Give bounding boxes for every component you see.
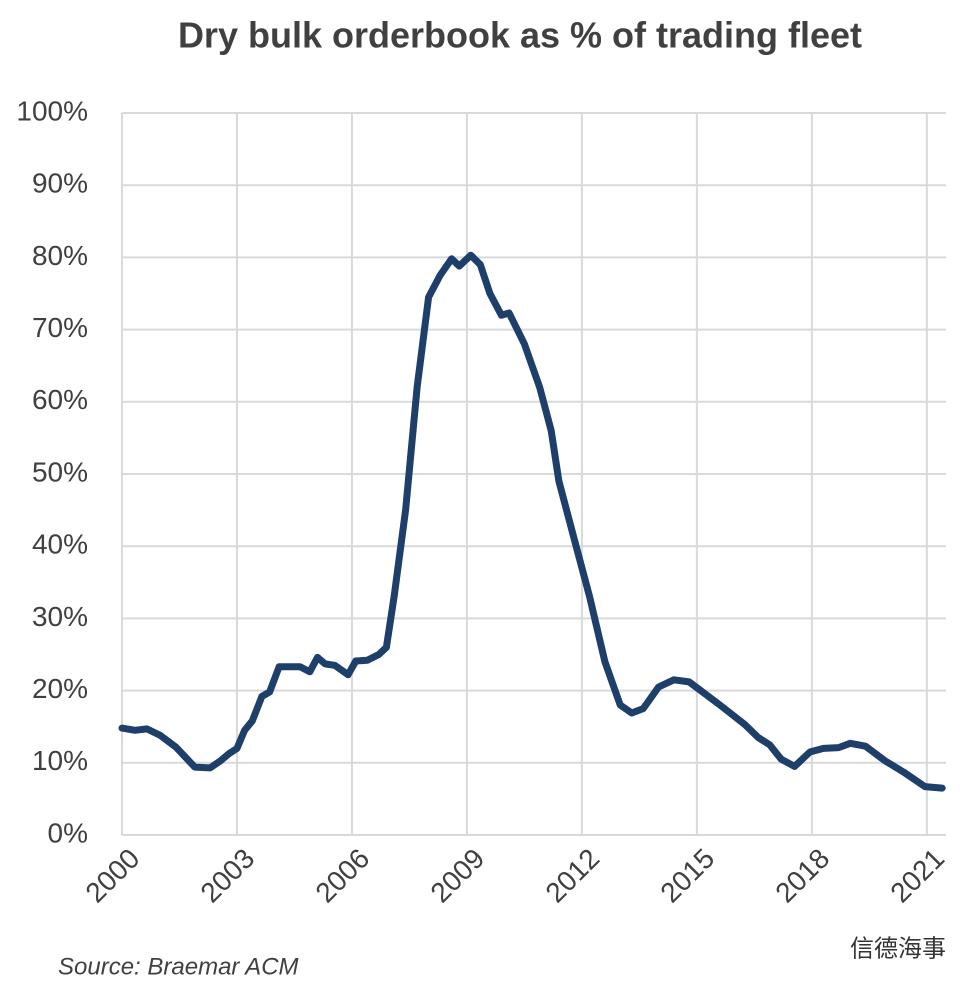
x-tick-label: 2006 <box>309 843 375 909</box>
x-tick-label: 2003 <box>194 843 260 909</box>
y-tick-label: 50% <box>32 456 88 487</box>
y-tick-label: 60% <box>32 384 88 415</box>
y-tick-label: 10% <box>32 745 88 776</box>
y-tick-label: 0% <box>48 817 88 848</box>
line <box>118 251 946 792</box>
x-tick-label: 2021 <box>884 843 950 909</box>
y-tick-label: 80% <box>32 240 88 271</box>
y-tick-label: 90% <box>32 168 88 199</box>
y-tick-label: 20% <box>32 673 88 704</box>
x-tick-label: 2018 <box>769 843 835 909</box>
chart-title: Dry bulk orderbook as % of trading fleet <box>178 15 862 56</box>
y-tick-label: 40% <box>32 529 88 560</box>
watermark: 信德海事 <box>850 935 946 962</box>
y-tick-label: 30% <box>32 601 88 632</box>
y-tick-label: 70% <box>32 312 88 343</box>
x-tick-label: 2015 <box>654 843 720 909</box>
x-tick-label: 2000 <box>79 843 145 909</box>
source: Source: Braemar ACM <box>58 953 299 980</box>
x-tick-label: 2012 <box>539 843 605 909</box>
y-tick-label: 100% <box>16 95 88 126</box>
x-tick-label: 2009 <box>424 843 490 909</box>
